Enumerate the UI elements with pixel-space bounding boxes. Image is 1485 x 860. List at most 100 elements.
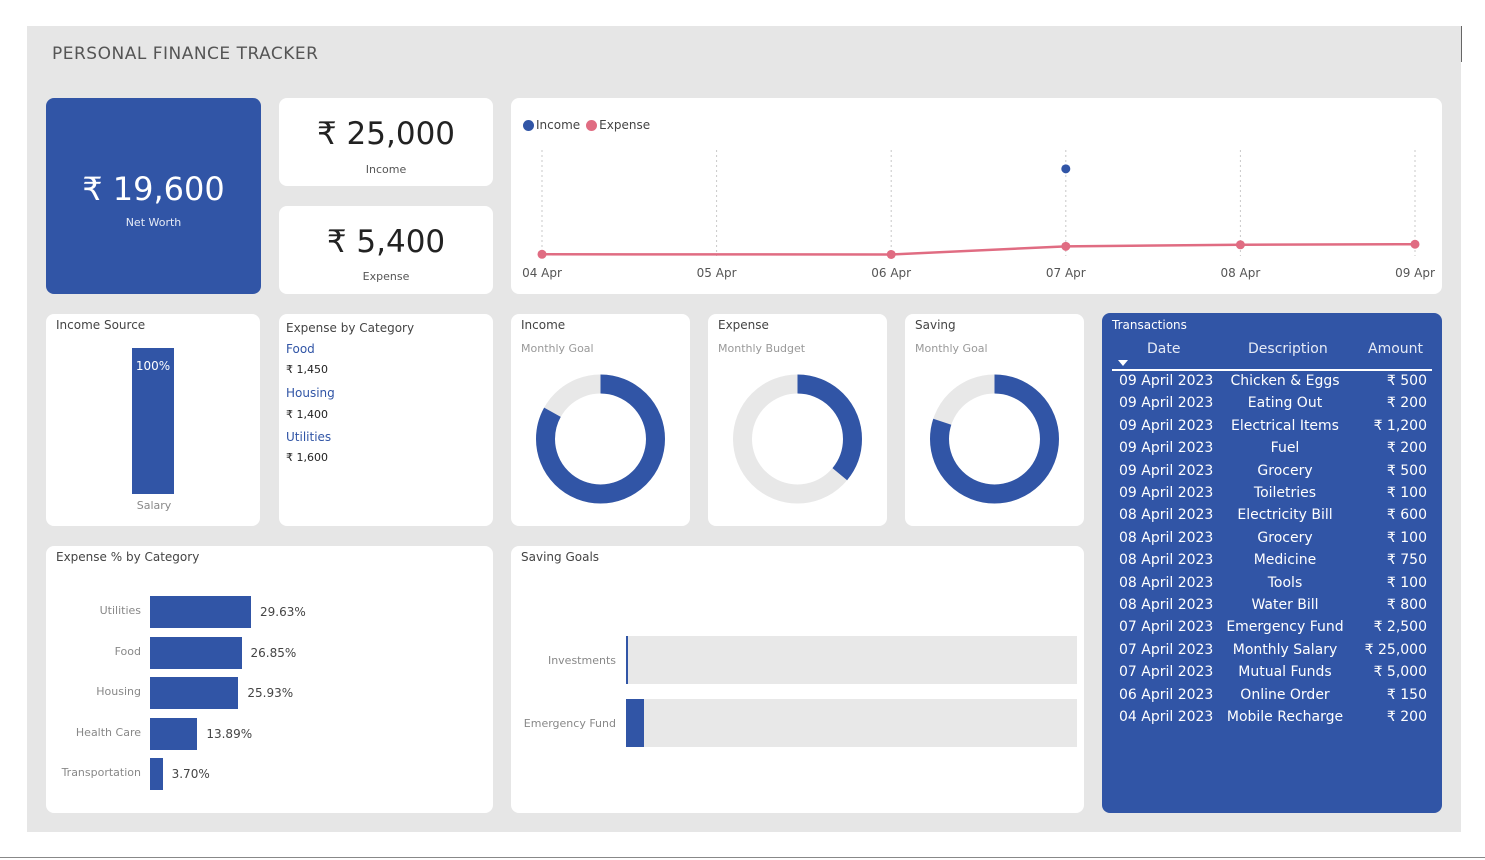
expense-value: ₹ 5,400 <box>326 224 446 260</box>
cell-date: 09 April 2023 <box>1119 462 1214 479</box>
gauge-value-arc[interactable] <box>930 374 1059 504</box>
legend-expense[interactable]: Expense <box>586 118 650 132</box>
transactions-table[interactable]: Transactions Date Description Amount 09 … <box>1102 313 1442 813</box>
table-row[interactable]: 07 April 2023 Monthly Salary ₹ 25,000 <box>1102 642 1442 664</box>
bar-category-label: Housing <box>96 685 141 698</box>
expense-point[interactable] <box>1410 239 1420 249</box>
cell-date: 09 April 2023 <box>1119 373 1214 389</box>
income-expense-line-chart[interactable]: Income Expense 04 Apr 05 Apr 06 Apr 07 Apr 0… <box>511 98 1442 294</box>
expense-pct-bar[interactable] <box>150 636 242 669</box>
table-row[interactable]: 09 April 2023 Grocery ₹ 500 <box>1102 463 1442 485</box>
expense-pct-card[interactable]: Expense % by Category Utilities 29.63% Foo… <box>46 546 493 813</box>
goal-category-label: Investments <box>547 654 616 667</box>
cell-amount: ₹ 100 <box>1386 529 1427 546</box>
cell-date: 09 April 2023 <box>1119 485 1214 501</box>
category-value-utilities: ₹ 1,600 <box>286 451 328 464</box>
legend-income[interactable]: Income <box>523 118 580 132</box>
transactions-title: Transactions <box>1112 318 1187 332</box>
cell-description: Mutual Funds <box>1238 664 1332 681</box>
cell-amount: ₹ 750 <box>1386 552 1427 569</box>
cell-amount: ₹ 150 <box>1386 686 1427 703</box>
expense-point[interactable] <box>1235 240 1245 250</box>
bar-value-label: 25.93% <box>247 686 294 700</box>
income-gauge-card[interactable]: Income Monthly Goal <box>511 314 690 526</box>
expense-pct-bar[interactable] <box>150 758 163 790</box>
cell-amount: ₹ 1,200 <box>1373 417 1427 434</box>
cell-amount: ₹ 5,000 <box>1373 664 1427 681</box>
table-row[interactable]: 04 April 2023 Mobile Recharge ₹ 200 <box>1102 709 1442 731</box>
table-row[interactable]: 09 April 2023 Toiletries ₹ 100 <box>1102 485 1442 507</box>
expense-gauge-card[interactable]: Expense Monthly Budget <box>708 314 887 526</box>
table-row[interactable]: 06 April 2023 Online Order ₹ 150 <box>1102 687 1442 709</box>
category-name-food: Food <box>286 342 315 356</box>
divider <box>0 857 1485 858</box>
income-donut <box>536 374 665 504</box>
net-worth-card[interactable]: ₹ 19,600 Net Worth <box>46 98 261 294</box>
cell-description: Monthly Salary <box>1232 641 1338 658</box>
category-name-housing: Housing <box>286 386 335 400</box>
expense-point[interactable] <box>1061 241 1071 251</box>
cell-date: 07 April 2023 <box>1119 664 1214 681</box>
table-row[interactable]: 08 April 2023 Water Bill ₹ 800 <box>1102 597 1442 619</box>
cell-date: 06 April 2023 <box>1119 686 1214 703</box>
cell-description: Fuel <box>1270 440 1300 457</box>
bar-category-label: Food <box>114 644 141 658</box>
cell-amount: ₹ 500 <box>1386 462 1427 479</box>
table-row[interactable]: 07 April 2023 Mutual Funds ₹ 5,000 <box>1102 664 1442 686</box>
goal-progress-bar[interactable] <box>626 636 628 684</box>
legend-income-marker-icon <box>523 120 534 131</box>
table-row[interactable]: 09 April 2023 Fuel ₹ 200 <box>1102 440 1442 462</box>
expense-card[interactable]: ₹ 5,400 Expense <box>279 206 493 294</box>
column-header-date[interactable]: Date <box>1147 341 1181 357</box>
expense-pct-bar[interactable] <box>150 717 198 750</box>
expense-by-category-title: Expense by Category <box>286 321 415 335</box>
goal-category-label: Emergency Fund <box>523 717 616 730</box>
bar-category-label: Health Care <box>75 725 141 739</box>
saving-goals-card[interactable]: Saving Goals Investments Emergency Fund <box>511 546 1084 813</box>
income-source-bar[interactable] <box>132 348 174 494</box>
cell-amount: ₹ 2,500 <box>1373 619 1427 636</box>
saving-gauge-title: Saving <box>915 318 956 332</box>
saving-donut <box>930 374 1059 504</box>
expense-donut <box>733 374 862 504</box>
table-row[interactable]: 08 April 2023 Medicine ₹ 750 <box>1102 552 1442 574</box>
column-header-amount[interactable]: Amount <box>1368 341 1424 357</box>
table-row[interactable]: 07 April 2023 Emergency Fund ₹ 2,500 <box>1102 619 1442 641</box>
gauge-value-arc[interactable] <box>733 374 862 504</box>
bar-value-label: 26.85% <box>250 645 297 660</box>
goal-progress-bar[interactable] <box>626 699 645 747</box>
table-row[interactable]: 09 April 2023 Electrical Items ₹ 1,200 <box>1102 418 1442 440</box>
income-label: Income <box>365 163 407 176</box>
cell-date: 09 April 2023 <box>1119 417 1214 434</box>
bar-value-label: 3.70% <box>171 767 210 781</box>
sort-descending-icon[interactable] <box>1118 360 1128 366</box>
income-card[interactable]: ₹ 25,000 Income <box>279 98 493 186</box>
cell-description: Tools <box>1267 574 1303 591</box>
expense-line <box>541 243 1416 256</box>
expense-pct-bar[interactable] <box>150 677 239 709</box>
expense-by-category-card[interactable]: Expense by Category Food ₹ 1,450 Housing… <box>279 314 493 526</box>
column-header-description[interactable]: Description <box>1248 341 1328 357</box>
table-row[interactable]: 09 April 2023 Chicken & Eggs ₹ 500 <box>1102 373 1442 395</box>
table-row[interactable]: 09 April 2023 Eating Out ₹ 200 <box>1102 395 1442 417</box>
cell-description: Electrical Items <box>1231 417 1339 434</box>
cell-date: 09 April 2023 <box>1119 440 1214 457</box>
x-tick-label: 06 Apr <box>871 266 911 280</box>
line-chart-plot: 04 Apr 05 Apr 06 Apr 07 Apr 08 Apr 09 Apr <box>522 150 1435 280</box>
expense-point[interactable] <box>537 249 547 259</box>
expense-point[interactable] <box>886 249 896 259</box>
income-source-category: Salary <box>136 499 172 512</box>
cell-description: Water Bill <box>1251 597 1319 613</box>
income-gauge-title: Income <box>521 318 566 332</box>
income-source-card[interactable]: Income Source 100% Salary <box>46 314 260 526</box>
table-row[interactable]: 08 April 2023 Tools ₹ 100 <box>1102 575 1442 597</box>
gauge-value-arc[interactable] <box>536 374 665 504</box>
cell-amount: ₹ 100 <box>1386 485 1427 501</box>
income-point[interactable] <box>1061 164 1071 174</box>
table-row[interactable]: 08 April 2023 Electricity Bill ₹ 600 <box>1102 507 1442 529</box>
saving-gauge-card[interactable]: Saving Monthly Goal <box>905 314 1084 526</box>
cell-amount: ₹ 500 <box>1386 373 1427 389</box>
expense-pct-bar[interactable] <box>150 596 251 628</box>
saving-gauge-subtitle: Monthly Goal <box>915 342 988 355</box>
table-row[interactable]: 08 April 2023 Grocery ₹ 100 <box>1102 530 1442 552</box>
